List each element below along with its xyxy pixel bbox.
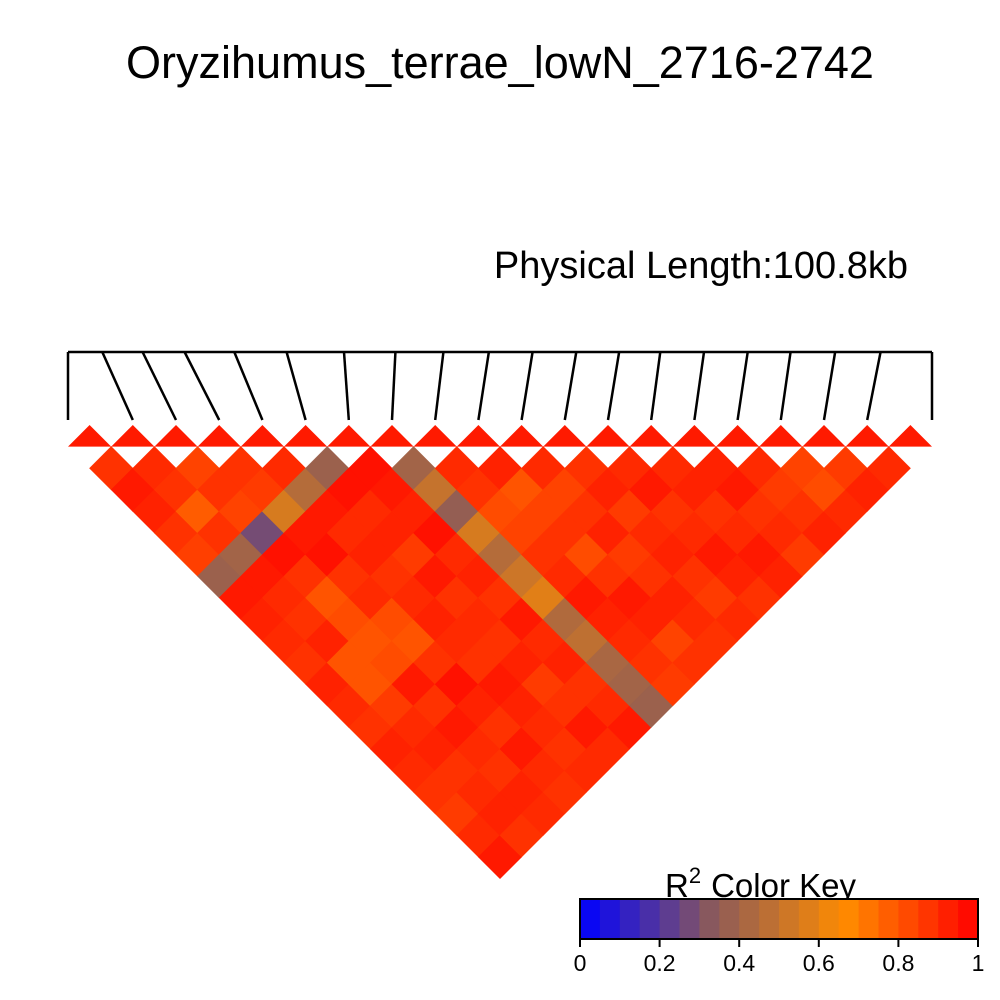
color-key: R2 Color Key 0 0.2 0.4 0.6 0.8 1 bbox=[574, 863, 985, 976]
color-key-bin bbox=[918, 899, 939, 939]
color-key-tick-label: 1 bbox=[972, 950, 985, 976]
color-key-tick-label: 0.4 bbox=[723, 950, 755, 976]
snp-map-line bbox=[822, 351, 837, 421]
snp-map-line bbox=[101, 351, 134, 421]
color-key-tick-label: 0.2 bbox=[644, 950, 676, 976]
color-key-title-text: Color Key bbox=[711, 867, 856, 904]
color-key-bin bbox=[679, 899, 700, 939]
heatmap-diagonal-cap bbox=[240, 425, 284, 447]
color-key-bin bbox=[619, 899, 641, 939]
snp-map-line bbox=[342, 351, 351, 421]
heatmap-diagonal-cap bbox=[672, 425, 716, 447]
color-key-bin bbox=[898, 899, 919, 939]
color-key-bin bbox=[818, 899, 840, 939]
color-key-bin bbox=[580, 899, 601, 939]
chart-title: Oryzihumus_terrae_lowN_2716-2742 bbox=[126, 37, 874, 88]
color-key-title-superscript: 2 bbox=[689, 863, 701, 888]
heatmap-diagonal-cap bbox=[845, 425, 889, 447]
heatmap-diagonal-cap bbox=[888, 425, 932, 447]
heatmap-diagonal-cap bbox=[456, 425, 500, 447]
physical-length-label: Physical Length:100.8kb bbox=[494, 245, 908, 287]
color-key-bin bbox=[759, 899, 780, 939]
color-key-tick-label: 0.6 bbox=[803, 950, 835, 976]
color-key-bin bbox=[838, 899, 860, 939]
color-key-bin bbox=[779, 899, 800, 939]
heatmap-diagonal-cap bbox=[759, 425, 803, 447]
color-key-bin bbox=[699, 899, 720, 939]
heatmap-diagonal-cap bbox=[327, 425, 371, 447]
snp-map-line bbox=[779, 351, 792, 421]
color-key-bins bbox=[580, 899, 979, 939]
snp-map-line bbox=[477, 351, 491, 421]
snp-map-line bbox=[693, 351, 706, 421]
heatmap-diagonal-cap bbox=[629, 425, 673, 447]
heatmap-diagonal-cap bbox=[284, 425, 328, 447]
heatmap-diagonal-cap bbox=[370, 425, 414, 447]
color-key-tick-label: 0.8 bbox=[882, 950, 914, 976]
snp-map-line bbox=[390, 351, 397, 421]
heatmap-diagonal-cap bbox=[802, 425, 846, 447]
ld-heatmap-cells bbox=[68, 425, 932, 880]
heatmap-diagonal-cap bbox=[197, 425, 241, 447]
color-key-ticks: 0 0.2 0.4 0.6 0.8 1 bbox=[574, 939, 985, 976]
color-key-bin bbox=[739, 899, 760, 939]
snp-map-line bbox=[183, 351, 221, 421]
color-key-bin bbox=[798, 899, 820, 939]
snp-map-line bbox=[649, 351, 662, 421]
color-key-bin bbox=[599, 899, 621, 939]
color-key-title: R2 Color Key bbox=[665, 863, 856, 904]
color-key-title-r: R bbox=[665, 867, 689, 904]
heatmap-diagonal-cap bbox=[716, 425, 760, 447]
snp-map-line bbox=[520, 351, 534, 421]
snp-map-line bbox=[141, 351, 178, 421]
snp-map-line bbox=[606, 351, 621, 421]
color-key-bin bbox=[639, 899, 661, 939]
snp-map-line bbox=[865, 351, 882, 421]
color-key-bin bbox=[878, 899, 899, 939]
snp-position-map bbox=[66, 350, 934, 421]
heatmap-diagonal-cap bbox=[111, 425, 155, 447]
heatmap-diagonal-cap bbox=[500, 425, 544, 447]
color-key-frame bbox=[579, 898, 979, 940]
snp-map-line bbox=[285, 351, 307, 421]
color-key-bin bbox=[659, 899, 681, 939]
heatmap-cell bbox=[866, 446, 911, 491]
color-key-bin bbox=[958, 899, 979, 939]
heatmap-diagonal-cap bbox=[154, 425, 198, 447]
snp-map-line bbox=[736, 351, 749, 421]
color-key-tick-label: 0 bbox=[574, 950, 587, 976]
color-key-bin bbox=[938, 899, 959, 939]
snp-map-line bbox=[433, 351, 445, 421]
color-key-bin bbox=[719, 899, 740, 939]
heatmap-diagonal-cap bbox=[413, 425, 457, 447]
color-key-bin bbox=[858, 899, 880, 939]
snp-map-line bbox=[233, 351, 264, 421]
heatmap-diagonal-cap bbox=[586, 425, 630, 447]
heatmap-diagonal-cap bbox=[543, 425, 587, 447]
heatmap-diagonal-cap bbox=[68, 425, 112, 447]
snp-map-line bbox=[563, 351, 578, 421]
